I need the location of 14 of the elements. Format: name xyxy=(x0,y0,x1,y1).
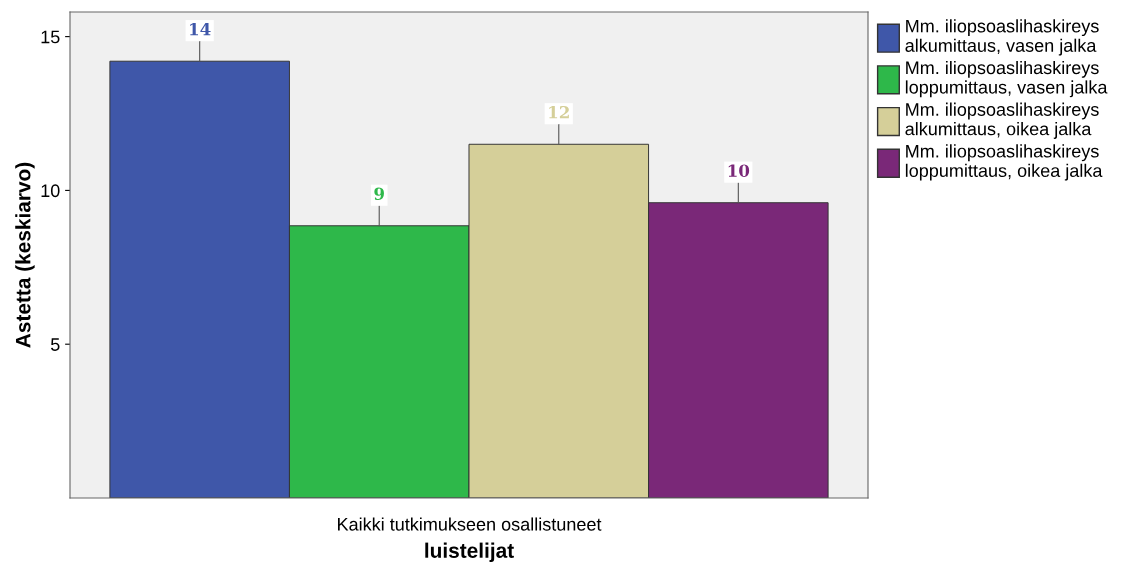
y-tick-label: 10 xyxy=(41,184,60,198)
data-label: 10 xyxy=(728,164,750,177)
y-axis-title: Astetta (keskiarvo) xyxy=(15,162,35,348)
x-axis-title: luistelijat xyxy=(425,542,514,563)
legend-label: Mm. iliopsoaslihaskireys alkumittaus, vasen jalka xyxy=(905,19,1099,56)
legend-label: Mm. iliopsoaslihaskireys loppumittaus, vasen jalka xyxy=(905,60,1108,98)
data-label: 12 xyxy=(549,105,569,119)
y-tick-label: 5 xyxy=(50,338,60,351)
x-tick-label: Kaikki tutkimukseen osallistuneet xyxy=(338,517,602,531)
legend-label: Mm. iliopsoaslihaskireys alkumittaus, oikea jalka xyxy=(905,102,1099,139)
data-label: 14 xyxy=(190,22,211,36)
data-label: 9 xyxy=(374,187,384,201)
y-tick-label: 15 xyxy=(41,30,60,44)
legend-label: Mm. iliopsoaslihaskireys loppumittaus, oikea jalka xyxy=(905,144,1103,181)
